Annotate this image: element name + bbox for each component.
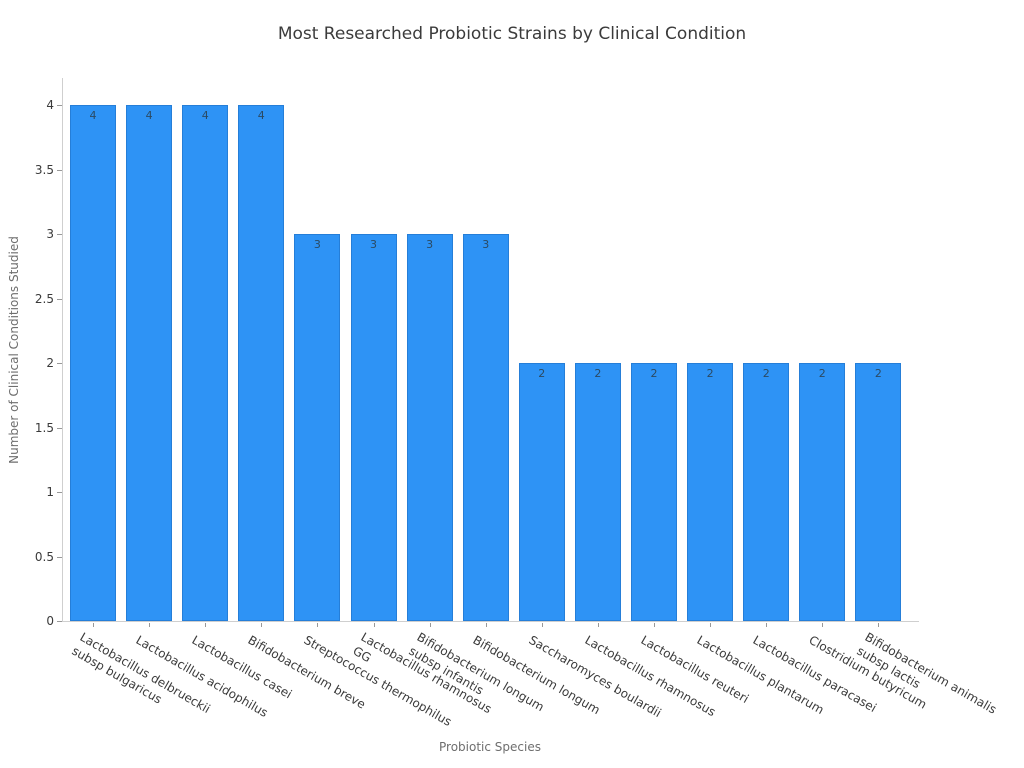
y-tick-mark [57, 234, 62, 235]
y-tick-mark [57, 556, 62, 558]
x-tick-mark [597, 623, 599, 627]
bar-value-label: 3 [426, 238, 434, 251]
x-tick-mark [93, 623, 94, 627]
plot-area [62, 78, 919, 622]
bar [350, 234, 397, 621]
bar [406, 234, 453, 621]
chart-title: Most Researched Probiotic Strains by Cli… [277, 24, 747, 44]
y-tick-label: 1.5 [34, 420, 54, 435]
bar [855, 363, 902, 621]
x-tick-mark [766, 623, 768, 627]
bar-value-label: 4 [89, 109, 97, 122]
y-tick-mark [57, 363, 62, 364]
bar-value-label: 2 [594, 367, 602, 380]
y-tick-label: 0.5 [34, 549, 54, 564]
x-tick-mark [205, 623, 207, 627]
bar-value-label: 4 [145, 109, 153, 122]
bar [294, 234, 341, 621]
bar [799, 363, 846, 621]
bar-value-label: 2 [706, 367, 714, 380]
x-tick-mark [541, 623, 543, 627]
x-tick-mark [149, 623, 151, 627]
bar-value-label: 4 [201, 109, 209, 122]
bar [462, 234, 509, 621]
y-tick-label: 0 [46, 614, 54, 628]
y-tick-mark [57, 105, 62, 106]
bar-value-label: 2 [650, 367, 658, 380]
bar-value-label: 2 [874, 367, 882, 380]
y-tick-mark [57, 169, 62, 171]
bar [182, 105, 229, 621]
bar [238, 105, 285, 621]
y-tick-label: 2 [46, 356, 54, 370]
x-tick-mark [373, 623, 375, 627]
x-tick-mark [485, 623, 487, 627]
bar [518, 363, 565, 621]
bar [70, 105, 116, 621]
x-tick-mark [710, 623, 712, 627]
bar-value-label: 2 [818, 367, 826, 380]
y-tick-label: 4 [46, 98, 54, 112]
x-tick-mark [654, 623, 655, 627]
bar-value-label: 3 [370, 238, 377, 251]
y-tick-mark [57, 621, 62, 622]
bar-value-label: 3 [482, 238, 490, 251]
y-tick-label: 3 [46, 227, 54, 241]
y-tick-mark [57, 298, 62, 300]
bar-value-label: 3 [313, 238, 321, 251]
x-tick-mark [261, 623, 263, 627]
bar-value-label: 2 [762, 367, 770, 380]
x-tick-mark [317, 623, 319, 627]
y-tick-mark [57, 427, 62, 429]
y-tick-label: 1 [46, 485, 54, 499]
x-tick-mark [878, 623, 880, 627]
y-tick-label: 3.5 [34, 162, 54, 177]
y-tick-label: 2.5 [34, 291, 54, 306]
bar-value-label: 4 [257, 109, 265, 122]
x-tick-mark [822, 623, 824, 627]
y-tick-mark [57, 492, 62, 493]
bar [631, 363, 677, 621]
bar [574, 363, 621, 621]
bar-value-label: 2 [538, 367, 546, 380]
bar [743, 363, 790, 621]
bar [126, 105, 173, 621]
x-axis-label: Probiotic Species [439, 740, 541, 754]
bar [687, 363, 734, 621]
x-tick-mark [429, 623, 431, 627]
